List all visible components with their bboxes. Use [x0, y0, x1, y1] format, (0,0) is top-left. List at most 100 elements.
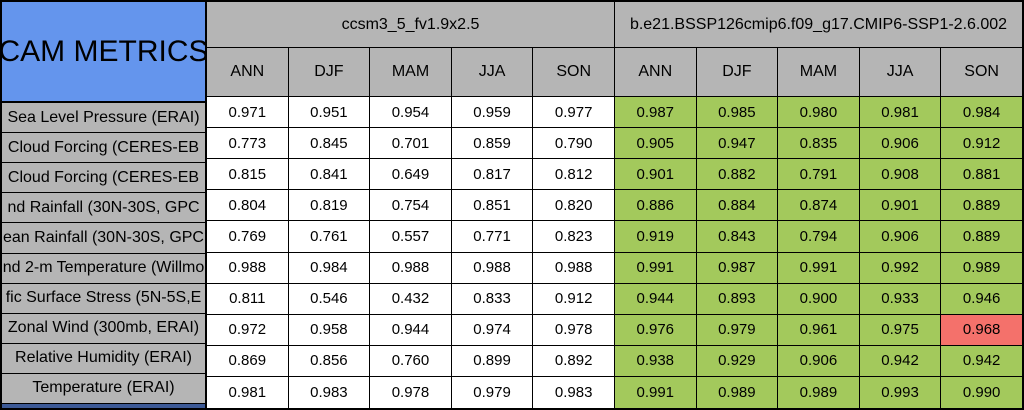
value-cell[interactable]: 0.892 [533, 345, 615, 376]
value-cell[interactable]: 0.975 [859, 314, 942, 345]
value-cell[interactable]: 0.819 [288, 190, 371, 221]
value-cell[interactable]: 0.889 [941, 221, 1022, 252]
row-label[interactable]: Zonal Wind (300mb, ERAI) [2, 313, 205, 344]
value-cell[interactable]: 0.980 [778, 97, 860, 128]
value-cell[interactable]: 0.815 [207, 159, 289, 190]
value-cell[interactable]: 0.987 [614, 97, 697, 128]
value-cell[interactable]: 0.884 [696, 190, 779, 221]
value-cell[interactable]: 0.978 [370, 376, 452, 408]
value-cell[interactable]: 0.812 [533, 159, 615, 190]
row-label[interactable]: Temperature (ERAI) [2, 373, 205, 404]
model-header-1[interactable]: ccsm3_5_fv1.9x2.5 [207, 2, 615, 47]
value-cell[interactable]: 0.900 [778, 283, 860, 314]
value-cell[interactable]: 0.981 [207, 376, 289, 408]
value-cell[interactable]: 0.985 [696, 97, 779, 128]
value-cell[interactable]: 0.954 [370, 97, 452, 128]
value-cell[interactable]: 0.769 [207, 221, 289, 252]
value-cell[interactable]: 0.791 [778, 159, 860, 190]
value-cell[interactable]: 0.893 [696, 283, 779, 314]
season-header-ann-g2[interactable]: ANN [614, 48, 697, 96]
value-cell[interactable]: 0.983 [288, 376, 371, 408]
value-cell[interactable]: 0.761 [288, 221, 371, 252]
row-label[interactable]: Sea Level Pressure (ERAI) [2, 103, 205, 134]
value-cell[interactable]: 0.754 [370, 190, 452, 221]
season-header-mam-g1[interactable]: MAM [370, 48, 452, 96]
value-cell[interactable]: 0.961 [778, 314, 860, 345]
value-cell[interactable]: 0.912 [941, 128, 1022, 159]
value-cell[interactable]: 0.794 [778, 221, 860, 252]
value-cell[interactable]: 0.919 [614, 221, 697, 252]
value-cell[interactable]: 0.983 [533, 376, 615, 408]
value-cell[interactable]: 0.905 [614, 128, 697, 159]
value-cell[interactable]: 0.811 [207, 283, 289, 314]
value-cell[interactable]: 0.981 [859, 97, 942, 128]
value-cell[interactable]: 0.988 [533, 252, 615, 283]
value-cell[interactable]: 0.859 [451, 128, 534, 159]
season-header-son-g2[interactable]: SON [941, 48, 1022, 96]
value-cell[interactable]: 0.991 [614, 376, 697, 408]
value-cell[interactable]: 0.790 [533, 128, 615, 159]
value-cell[interactable]: 0.990 [941, 376, 1022, 408]
season-header-jja-g2[interactable]: JJA [859, 48, 942, 96]
value-cell[interactable]: 0.835 [778, 128, 860, 159]
value-cell[interactable]: 0.992 [859, 252, 942, 283]
value-cell[interactable]: 0.845 [288, 128, 371, 159]
value-cell[interactable]: 0.557 [370, 221, 452, 252]
value-cell[interactable]: 0.993 [859, 376, 942, 408]
value-cell[interactable]: 0.959 [451, 97, 534, 128]
value-cell[interactable]: 0.882 [696, 159, 779, 190]
value-cell[interactable]: 0.906 [859, 221, 942, 252]
value-cell[interactable]: 0.901 [614, 159, 697, 190]
value-cell[interactable]: 0.881 [941, 159, 1022, 190]
value-cell[interactable]: 0.979 [451, 376, 534, 408]
value-cell[interactable]: 0.649 [370, 159, 452, 190]
value-cell[interactable]: 0.889 [941, 190, 1022, 221]
season-header-ann-g1[interactable]: ANN [207, 48, 289, 96]
row-label[interactable]: fic Surface Stress (5N-5S,E [2, 283, 205, 314]
value-cell[interactable]: 0.432 [370, 283, 452, 314]
value-cell[interactable]: 0.971 [207, 97, 289, 128]
season-header-djf-g2[interactable]: DJF [696, 48, 779, 96]
season-header-son-g1[interactable]: SON [533, 48, 615, 96]
value-cell[interactable]: 0.908 [859, 159, 942, 190]
value-cell[interactable]: 0.988 [370, 252, 452, 283]
value-cell[interactable]: 0.851 [451, 190, 534, 221]
value-cell[interactable]: 0.991 [778, 252, 860, 283]
value-cell[interactable]: 0.976 [614, 314, 697, 345]
value-cell[interactable]: 0.929 [696, 345, 779, 376]
value-cell[interactable]: 0.938 [614, 345, 697, 376]
season-header-mam-g2[interactable]: MAM [778, 48, 860, 96]
value-cell[interactable]: 0.951 [288, 97, 371, 128]
value-cell[interactable]: 0.984 [941, 97, 1022, 128]
value-cell[interactable]: 0.833 [451, 283, 534, 314]
value-cell[interactable]: 0.912 [533, 283, 615, 314]
value-cell[interactable]: 0.906 [778, 345, 860, 376]
value-cell[interactable]: 0.984 [288, 252, 371, 283]
value-cell[interactable]: 0.823 [533, 221, 615, 252]
value-cell[interactable]: 0.944 [614, 283, 697, 314]
value-cell[interactable]: 0.874 [778, 190, 860, 221]
value-cell[interactable]: 0.944 [370, 314, 452, 345]
value-cell[interactable]: 0.977 [533, 97, 615, 128]
row-label[interactable]: nd 2-m Temperature (Willmo [2, 253, 205, 284]
season-header-jja-g1[interactable]: JJA [451, 48, 534, 96]
row-label[interactable]: Cloud Forcing (CERES-EB [2, 163, 205, 194]
season-header-djf-g1[interactable]: DJF [288, 48, 371, 96]
value-cell[interactable]: 0.869 [207, 345, 289, 376]
value-cell[interactable]: 0.901 [859, 190, 942, 221]
model-header-2[interactable]: b.e21.BSSP126cmip6.f09_g17.CMIP6-SSP1-2.… [615, 2, 1022, 47]
value-cell[interactable]: 0.979 [696, 314, 779, 345]
value-cell[interactable]: 0.989 [778, 376, 860, 408]
row-label[interactable]: nd Rainfall (30N-30S, GPC [2, 193, 205, 224]
value-cell[interactable]: 0.841 [288, 159, 371, 190]
value-cell[interactable]: 0.899 [451, 345, 534, 376]
value-cell[interactable]: 0.947 [696, 128, 779, 159]
value-cell[interactable]: 0.771 [451, 221, 534, 252]
row-label[interactable]: ean Rainfall (30N-30S, GPC [2, 223, 205, 254]
value-cell[interactable]: 0.988 [451, 252, 534, 283]
value-cell[interactable]: 0.773 [207, 128, 289, 159]
value-cell[interactable]: 0.988 [207, 252, 289, 283]
row-label[interactable]: Cloud Forcing (CERES-EB [2, 133, 205, 164]
value-cell[interactable]: 0.987 [696, 252, 779, 283]
row-label[interactable]: Relative Humidity (ERAI) [2, 343, 205, 374]
